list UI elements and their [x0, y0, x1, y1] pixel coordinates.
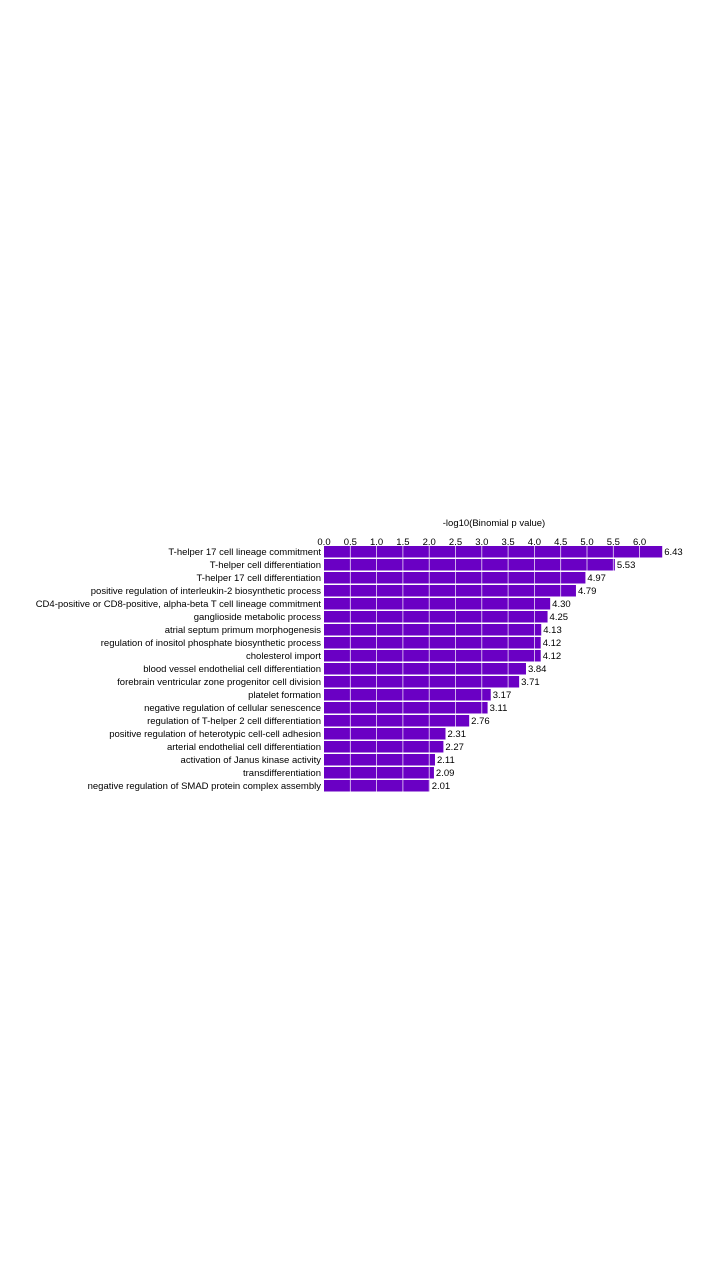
value-label: 2.31 [448, 729, 467, 740]
x-tick-labels: 0.0 0.5 1.0 1.5 2.0 2.5 3.0 3.5 4.0 4.5 5.0 5.5 6.0 [317, 537, 646, 548]
category-label: blood vessel endothelial cell differenti… [143, 664, 321, 675]
category-label: regulation of inositol phosphate biosynt… [101, 638, 321, 649]
value-label: 6.43 [664, 547, 683, 558]
category-label: positive regulation of interleukin-2 bio… [91, 586, 321, 597]
value-label: 3.11 [490, 703, 508, 714]
category-label: cholesterol import [246, 651, 321, 662]
bar [324, 689, 491, 701]
x-tick-label: 5.5 [607, 537, 620, 548]
bar [324, 663, 526, 675]
bar [324, 611, 548, 623]
x-tick-label: 1.5 [396, 537, 409, 548]
bar [324, 715, 470, 727]
x-axis-title: -log10(Binomial p value) [443, 518, 545, 529]
value-label: 2.27 [445, 742, 464, 753]
bar [324, 754, 435, 766]
x-tick-label: 5.0 [580, 537, 593, 548]
bar [324, 637, 541, 649]
value-label: 2.76 [471, 716, 490, 727]
category-label: ganglioside metabolic process [194, 612, 322, 623]
category-label: T-helper cell differentiation [210, 560, 321, 571]
x-tick-label: 4.0 [528, 537, 541, 548]
category-label: activation of Janus kinase activity [181, 755, 322, 766]
category-label: T-helper 17 cell differentiation [197, 573, 321, 584]
x-tick-label: 2.0 [423, 537, 436, 548]
category-label: platelet formation [248, 690, 321, 701]
value-label: 4.79 [578, 586, 597, 597]
bar [324, 585, 576, 597]
bar [324, 650, 541, 662]
category-label: negative regulation of SMAD protein comp… [88, 781, 322, 792]
x-tick-label: 3.0 [475, 537, 488, 548]
category-label: regulation of T-helper 2 cell differenti… [147, 716, 321, 727]
x-tick-label: 4.5 [554, 537, 567, 548]
bar [324, 741, 444, 753]
bar [324, 728, 446, 740]
bars [324, 546, 663, 792]
category-labels: T-helper 17 cell lineage commitment T-hel… [36, 547, 322, 792]
category-label: transdifferentiation [243, 768, 321, 779]
x-tick-label: 0.0 [317, 537, 330, 548]
x-tick-label: 2.5 [449, 537, 462, 548]
category-label: T-helper 17 cell lineage commitment [168, 547, 321, 558]
value-label: 3.17 [493, 690, 512, 701]
value-label: 5.53 [617, 560, 636, 571]
bar [324, 572, 586, 584]
x-tick-label: 6.0 [633, 537, 646, 548]
value-label: 4.12 [543, 638, 562, 649]
bar [324, 676, 520, 688]
category-label: CD4-positive or CD8-positive, alpha-beta… [36, 599, 322, 610]
bar [324, 598, 551, 610]
x-tick-label: 3.5 [501, 537, 514, 548]
x-tick-label: 1.0 [370, 537, 383, 548]
category-label: forebrain ventricular zone progenitor ce… [117, 677, 321, 688]
value-label: 4.97 [587, 573, 606, 584]
value-label: 4.12 [543, 651, 562, 662]
value-label: 2.09 [436, 768, 455, 779]
bar [324, 559, 615, 571]
value-label: 4.25 [550, 612, 569, 623]
gridlines [349, 546, 640, 793]
category-label: atrial septum primum morphogenesis [165, 625, 322, 636]
value-label: 4.30 [552, 599, 571, 610]
bar [324, 546, 663, 558]
bar [324, 624, 542, 636]
value-label: 3.71 [521, 677, 540, 688]
value-label: 2.01 [432, 781, 451, 792]
category-label: positive regulation of heterotypic cell-… [109, 729, 321, 740]
bar [324, 767, 434, 779]
value-label: 4.13 [543, 625, 562, 636]
bar [324, 702, 488, 714]
category-label: arterial endothelial cell differentiatio… [167, 742, 321, 753]
value-label: 3.84 [528, 664, 547, 675]
x-tick-label: 0.5 [344, 537, 357, 548]
value-labels: 6.43 5.53 4.97 4.79 4.30 4.25 4.13 4.12 4.12 3.84… [432, 547, 683, 792]
category-label: negative regulation of cellular senescen… [144, 703, 321, 714]
value-label: 2.11 [437, 755, 455, 766]
